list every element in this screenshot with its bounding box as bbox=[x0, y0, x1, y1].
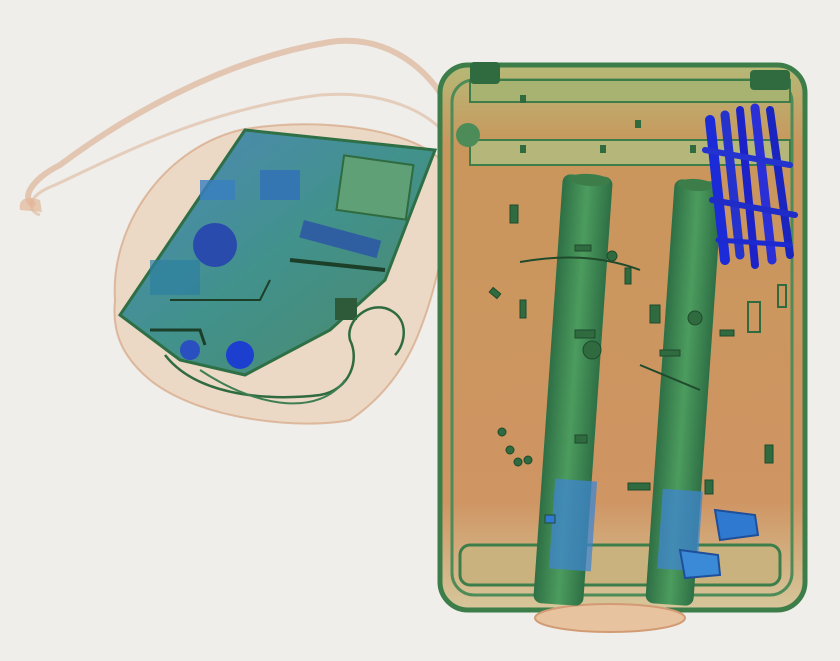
top-latches bbox=[456, 62, 790, 153]
strap-buckle bbox=[19, 198, 42, 212]
wheel-right bbox=[713, 508, 760, 542]
handbag bbox=[19, 37, 456, 425]
bottom-band bbox=[458, 543, 782, 587]
suitcase bbox=[437, 62, 808, 633]
cable bbox=[164, 306, 405, 399]
laptop-circuit-board bbox=[117, 128, 438, 377]
top-handle-bar bbox=[469, 79, 791, 103]
handbag-strap-inner bbox=[29, 92, 452, 217]
wheel-left bbox=[678, 548, 722, 580]
bottom-wheel-housing bbox=[534, 603, 686, 633]
metal-items-cluster bbox=[702, 103, 798, 269]
small-metal-parts bbox=[488, 204, 787, 524]
cable-loop bbox=[199, 369, 346, 405]
trolley-handle-left bbox=[533, 173, 613, 606]
